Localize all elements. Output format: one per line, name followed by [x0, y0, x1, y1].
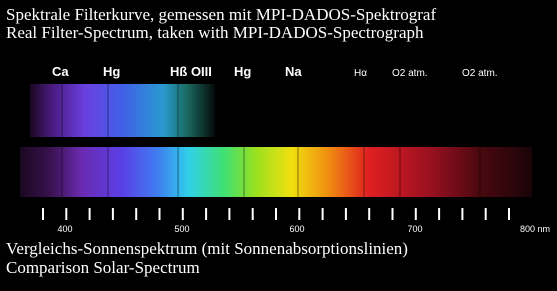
tick-mark — [205, 208, 207, 220]
tick-mark — [415, 208, 417, 220]
tick-mark — [392, 208, 394, 220]
tick-mark — [135, 208, 137, 220]
tick-mark — [42, 208, 44, 220]
line-label: Na — [285, 64, 302, 79]
tick-label: 400 — [57, 224, 72, 234]
tick-mark — [252, 208, 254, 220]
solar-spectrum — [20, 147, 532, 197]
line-label: Hα — [354, 68, 367, 79]
spectrum-figure: Spektrale Filterkurve, gemessen mit MPI-… — [0, 0, 557, 291]
tick-mark — [159, 208, 161, 220]
caption-line: Comparison Solar-Spectrum — [6, 258, 200, 277]
tick-label: 700 — [407, 224, 422, 234]
tick-label: 600 — [289, 224, 304, 234]
tick-mark — [65, 208, 67, 220]
tick-mark — [322, 208, 324, 220]
title-line: Real Filter-Spectrum, taken with MPI-DAD… — [6, 23, 424, 42]
line-label: Hg — [103, 64, 120, 79]
axis-ticks — [42, 208, 510, 220]
tick-mark — [508, 208, 510, 220]
line-label: O2 atm. — [462, 68, 498, 79]
tick-mark — [368, 208, 370, 220]
tick-mark — [112, 208, 114, 220]
tick-mark — [438, 208, 440, 220]
tick-mark — [345, 208, 347, 220]
tick-label: 500 — [174, 224, 189, 234]
tick-mark — [228, 208, 230, 220]
tick-mark — [461, 208, 463, 220]
tick-label: 800 nm — [520, 224, 550, 234]
tick-mark — [89, 208, 91, 220]
title-line: Spektrale Filterkurve, gemessen mit MPI-… — [6, 5, 436, 24]
tick-mark — [182, 208, 184, 220]
tick-mark — [485, 208, 487, 220]
caption-line: Vergleichs-Sonnenspektrum (mit Sonnenabs… — [6, 239, 408, 258]
line-label: Hg — [234, 64, 251, 79]
line-label: O2 atm. — [392, 68, 428, 79]
tick-mark — [275, 208, 277, 220]
filter-spectrum — [30, 84, 215, 137]
tick-mark — [298, 208, 300, 220]
line-label: Hß OIII — [170, 64, 212, 79]
line-label: Ca — [52, 64, 69, 79]
